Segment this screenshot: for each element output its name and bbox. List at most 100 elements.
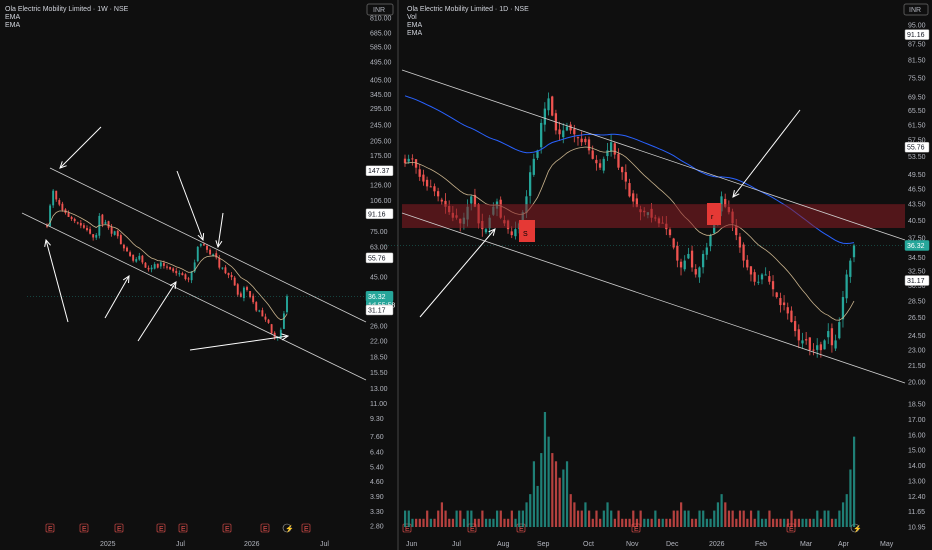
left-channel-upper [49,167,367,323]
left-y-tick-label: 6.40 [370,449,384,456]
left-candle-body [252,295,255,303]
right-volume-bar [481,510,484,527]
right-y-tick-label: 49.50 [908,172,926,179]
left-y-tick-label: 4.60 [370,479,384,486]
left-price-badge-label: 36.32 [368,294,386,301]
left-chart-title: Ola Electric Mobility Limited · 1W · NSE [5,6,129,13]
right-ema-legend-2: EMA [407,30,423,37]
right-candle-body [551,96,554,116]
right-volume-bar [702,510,705,527]
right-candle-body [436,191,440,197]
right-event-marker [402,523,412,533]
right-volume-bar [613,518,616,527]
right-event-marker [516,523,526,533]
right-x-tick-label: Apr [838,541,850,548]
left-candle-body [227,272,230,276]
right-candle-body [425,179,429,187]
left-y-tick-label: 11.00 [370,401,387,408]
right-candle-body [701,253,705,268]
right-volume-bar [716,502,720,527]
left-candle-body [104,222,107,224]
right-volume-bar [595,510,598,527]
right-candle-body [771,281,775,290]
right-y-tick-label: 37.50 [908,236,926,243]
right-y-tick-label: 21.50 [908,363,926,370]
right-candle-body [753,272,756,282]
right-candle-body [429,186,432,188]
right-volume-bar [543,412,547,527]
left-candle-body [49,205,52,226]
right-vol-legend: Vol [407,14,417,21]
right-volume-bar [845,494,848,527]
left-candle-body [270,324,273,334]
right-candle-body [422,174,425,182]
left-candle-body [212,254,215,256]
left-candle-body [144,262,147,268]
right-candle-body [565,126,569,131]
right-volume-bar [492,518,495,527]
right-volume-bar [749,510,753,527]
right-volume-bar [510,510,513,527]
left-y-tick-label: 15.50 [370,370,388,377]
right-candle-body [543,108,546,125]
left-price-badge-label: 91.16 [368,211,386,218]
left-y-tick-label: 685.00 [370,31,392,38]
right-zone-tag-r-label: r [711,214,714,221]
right-y-tick-label: 30.50 [908,283,926,290]
right-volume-bar [440,502,444,527]
right-currency-box[interactable] [903,3,929,16]
left-y-tick-label: 2.80 [370,524,384,531]
left-candle-body [92,234,95,238]
left-candle-body [258,310,261,312]
left-price-badge [365,304,394,316]
left-candle-body [159,262,162,267]
right-candle-body [768,276,771,282]
left-y-tick-label: 7.60 [370,434,384,441]
right-candle-body [403,158,407,164]
right-arrow-retest [732,109,801,198]
right-candle-body [742,244,745,261]
right-volume-bar [462,518,466,527]
right-channel-upper [401,69,906,241]
right-candle-body [841,297,845,320]
right-volume-bar [760,518,764,527]
right-candle-body [584,138,587,143]
left-arrow-mid-1 [176,170,204,241]
right-candle-body [757,281,760,283]
left-candle-body [153,264,156,269]
right-volume-bar [779,518,782,527]
right-candle-body [735,225,738,236]
left-arrow-low-2-head [169,281,177,290]
right-x-tick-label: Dec [666,541,679,548]
left-candle-body [196,246,199,262]
right-candle-body [805,339,808,341]
right-volume-bar [628,518,631,527]
left-candle-body [150,267,153,270]
right-price-badge [904,29,930,40]
left-y-tick-label: 5.40 [370,465,384,472]
left-candle-body [138,255,141,260]
left-candle-body [169,266,172,270]
right-candle-body [547,98,550,111]
left-arrow-mid-1-head [197,232,205,242]
right-volume-bar [705,518,708,527]
right-x-tick-label: Jun [406,541,417,548]
left-y-tick-label: 26.00 [370,324,388,331]
left-candle-body [175,270,178,274]
right-candle-body [620,167,624,173]
right-y-tick-label: 10.95 [908,525,926,532]
left-currency-box[interactable] [366,3,394,16]
right-candle-body [764,274,767,276]
right-volume-bar [713,510,716,527]
right-price-badge-label: 31.17 [907,278,925,285]
right-candle-body [683,260,686,270]
right-volume-bar [503,518,506,527]
right-candle-body [407,158,410,162]
left-y-tick-label: 45.00 [370,275,388,282]
right-channel-lower [401,212,906,384]
left-candle-body [230,275,233,278]
right-volume-bar [540,453,543,527]
right-candle-body [724,198,727,207]
